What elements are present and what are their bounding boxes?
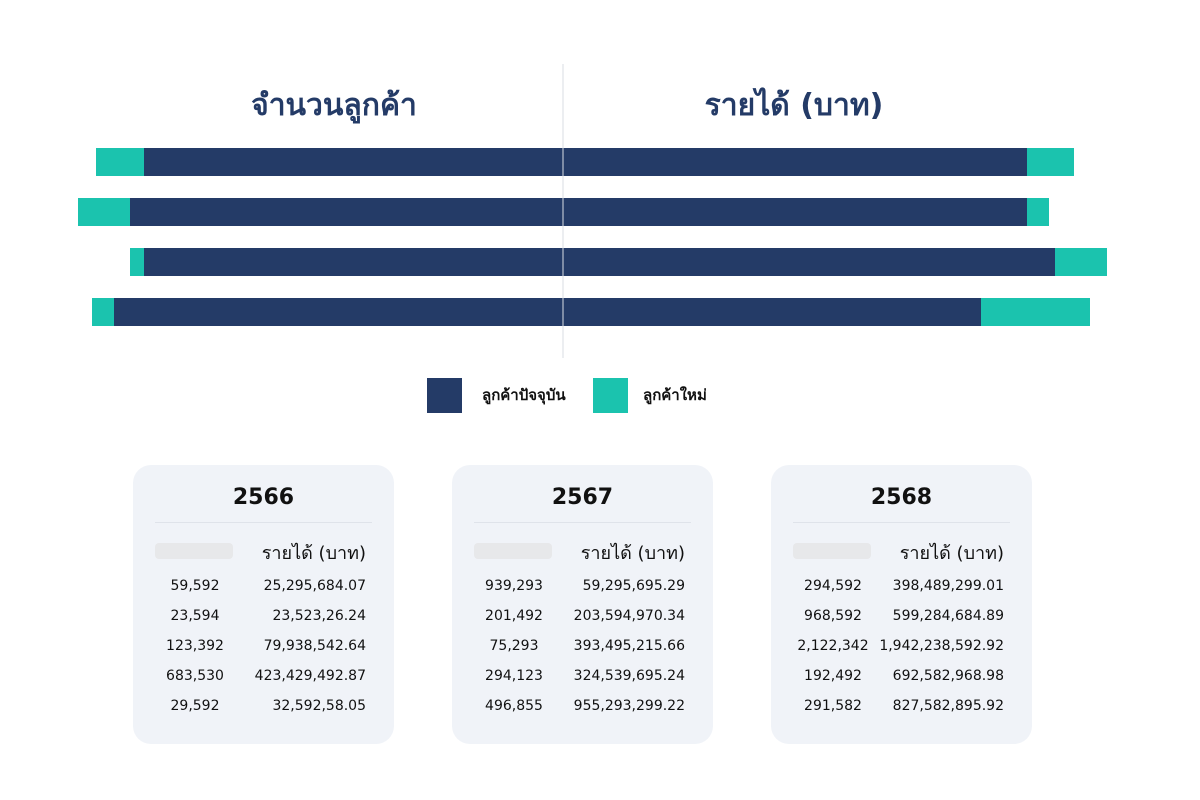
card-header-placeholder — [474, 543, 552, 559]
butterfly-bar-chart — [78, 64, 1107, 358]
bar-revenue-existing-3 — [563, 248, 1055, 276]
card-rows: 939,293 59,295,695.29 201,492 203,594,970.… — [452, 576, 713, 726]
cell-revenue: 393,495,215.66 — [573, 638, 685, 654]
table-row: 59,592 25,295,684.07 — [133, 576, 394, 606]
table-row: 294,592 398,489,299.01 — [771, 576, 1032, 606]
cell-customers: 496,855 — [485, 698, 543, 714]
cell-customers: 201,492 — [485, 608, 543, 624]
cell-revenue: 599,284,684.89 — [892, 608, 1004, 624]
card-divider — [155, 522, 372, 523]
cell-customers: 939,293 — [485, 578, 543, 594]
bar-customers-existing-2 — [130, 198, 563, 226]
bar-revenue-existing-1 — [563, 148, 1027, 176]
cell-revenue: 827,582,895.92 — [892, 698, 1004, 714]
bar-revenue-new-4 — [981, 298, 1090, 326]
card-year: 2568 — [870, 485, 933, 510]
card-year: 2567 — [551, 485, 614, 510]
chart-title-revenue: รายได้ (บาท) — [704, 88, 884, 123]
cell-revenue: 25,295,684.07 — [263, 578, 366, 594]
legend-item-new: ลูกค้าใหม่ — [593, 377, 707, 413]
chart-legend: ลูกค้าปัจจุบัน ลูกค้าใหม่ — [0, 377, 1200, 413]
cell-revenue: 59,295,695.29 — [582, 578, 685, 594]
bar-customers-new-4 — [92, 298, 114, 326]
cell-customers: 968,592 — [804, 608, 862, 624]
table-row: 291,582 827,582,895.92 — [771, 696, 1032, 726]
table-row: 496,855 955,293,299.22 — [452, 696, 713, 726]
cell-customers: 29,592 — [170, 698, 220, 714]
cell-revenue: 955,293,299.22 — [573, 698, 685, 714]
table-row: 23,594 23,523,26.24 — [133, 606, 394, 636]
cell-revenue: 1,942,238,592.92 — [879, 638, 1004, 654]
year-card-2567: 2567 รายได้ (บาท) 939,293 59,295,695.29 2… — [452, 465, 713, 744]
cell-revenue: 79,938,542.64 — [263, 638, 366, 654]
table-row: 201,492 203,594,970.34 — [452, 606, 713, 636]
legend-swatch-existing — [427, 377, 462, 413]
year-card-2568: 2568 รายได้ (บาท) 294,592 398,489,299.01 … — [771, 465, 1032, 744]
card-header-revenue: รายได้ (บาท) — [261, 543, 366, 564]
cell-customers: 123,392 — [166, 638, 224, 654]
card-header-revenue: รายได้ (บาท) — [580, 543, 685, 564]
cell-customers: 75,293 — [489, 638, 539, 654]
table-row: 75,293 393,495,215.66 — [452, 636, 713, 666]
cell-customers: 192,492 — [804, 668, 862, 684]
legend-label-existing: ลูกค้าปัจจุบัน — [482, 386, 566, 404]
cell-customers: 294,123 — [485, 668, 543, 684]
legend-swatch-new — [593, 377, 628, 413]
bar-customers-new-1 — [96, 148, 144, 176]
cell-revenue: 23,523,26.24 — [272, 608, 366, 624]
table-row: 123,392 79,938,542.64 — [133, 636, 394, 666]
card-divider — [793, 522, 1010, 523]
cell-customers: 294,592 — [804, 578, 862, 594]
cell-customers: 59,592 — [170, 578, 220, 594]
cell-revenue: 203,594,970.34 — [573, 608, 685, 624]
cell-customers: 291,582 — [804, 698, 862, 714]
table-row: 939,293 59,295,695.29 — [452, 576, 713, 606]
bar-revenue-new-1 — [1027, 148, 1074, 176]
bar-customers-new-2 — [78, 198, 130, 226]
cell-customers: 23,594 — [170, 608, 220, 624]
table-row: 2,122,342 1,942,238,592.92 — [771, 636, 1032, 666]
bar-customers-existing-3 — [144, 248, 563, 276]
bar-revenue-existing-2 — [563, 198, 1027, 226]
cell-customers: 2,122,342 — [797, 638, 869, 654]
card-header-placeholder — [793, 543, 871, 559]
card-year: 2566 — [232, 485, 295, 510]
cell-revenue: 692,582,968.98 — [892, 668, 1004, 684]
card-header-placeholder — [155, 543, 233, 559]
bar-revenue-new-3 — [1055, 248, 1107, 276]
table-row: 294,123 324,539,695.24 — [452, 666, 713, 696]
bar-customers-existing-4 — [114, 298, 563, 326]
legend-item-existing: ลูกค้าปัจจุบัน — [427, 377, 566, 413]
cell-revenue: 398,489,299.01 — [892, 578, 1004, 594]
chart-title-customers: จำนวนลูกค้า — [251, 88, 417, 123]
cell-revenue: 423,429,492.87 — [254, 668, 366, 684]
card-rows: 59,592 25,295,684.07 23,594 23,523,26.24 1… — [133, 576, 394, 726]
cell-revenue: 324,539,695.24 — [573, 668, 685, 684]
legend-label-new: ลูกค้าใหม่ — [643, 386, 707, 404]
year-card-2566: 2566 รายได้ (บาท) 59,592 25,295,684.07 23… — [133, 465, 394, 744]
bar-customers-existing-1 — [144, 148, 563, 176]
card-rows: 294,592 398,489,299.01 968,592 599,284,684… — [771, 576, 1032, 726]
table-row: 29,592 32,592,58.05 — [133, 696, 394, 726]
bar-customers-new-3 — [130, 248, 144, 276]
cell-customers: 683,530 — [166, 668, 224, 684]
card-header-revenue: รายได้ (บาท) — [899, 543, 1004, 564]
bar-revenue-new-2 — [1027, 198, 1049, 226]
cell-revenue: 32,592,58.05 — [272, 698, 366, 714]
table-row: 192,492 692,582,968.98 — [771, 666, 1032, 696]
card-divider — [474, 522, 691, 523]
table-row: 968,592 599,284,684.89 — [771, 606, 1032, 636]
bar-revenue-existing-4 — [563, 298, 981, 326]
table-row: 683,530 423,429,492.87 — [133, 666, 394, 696]
